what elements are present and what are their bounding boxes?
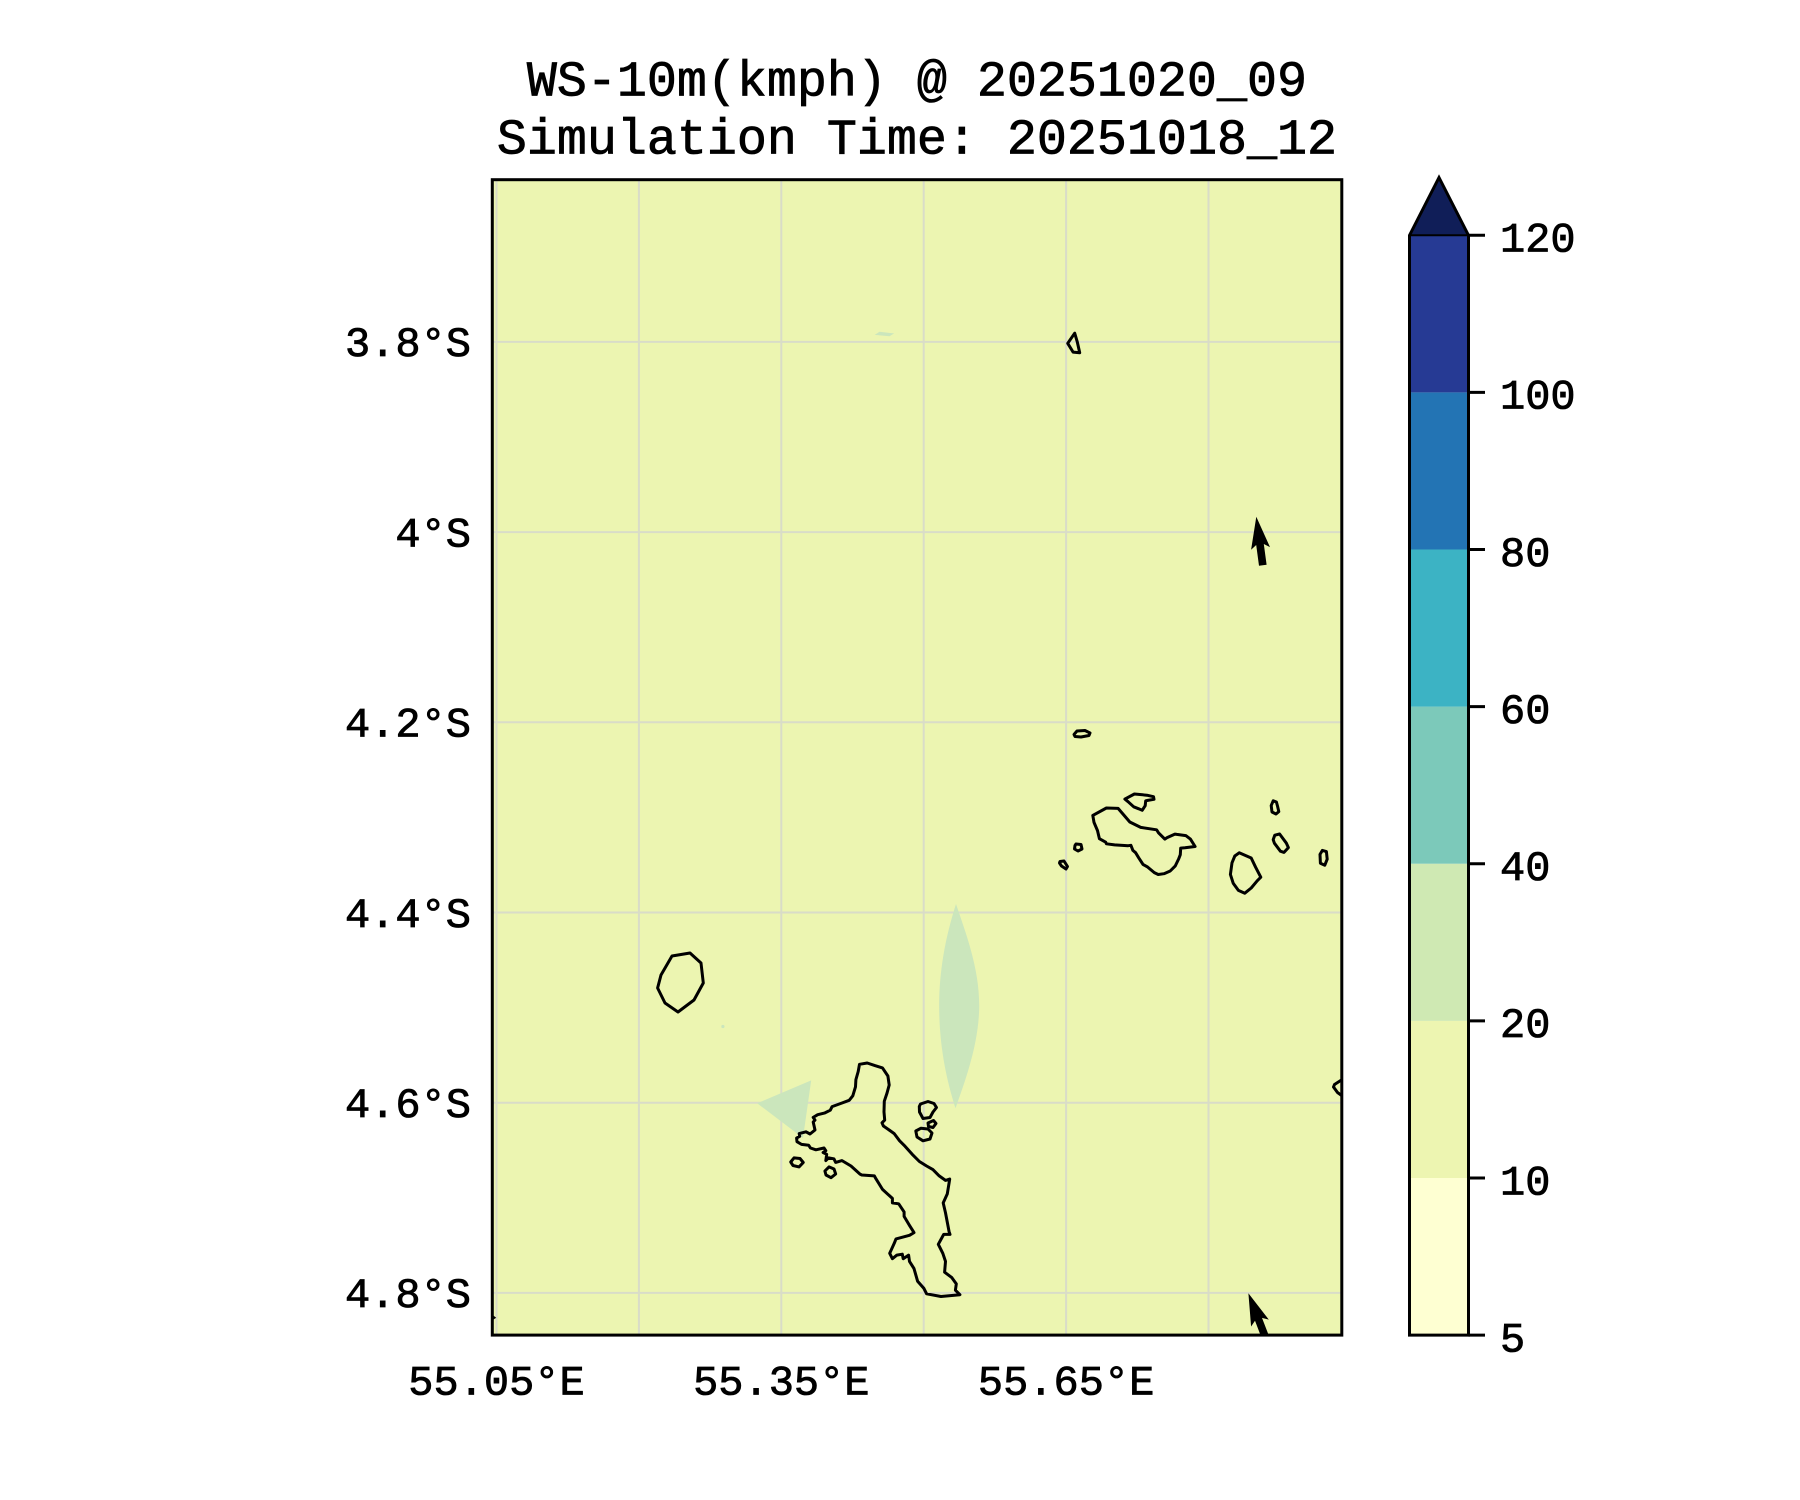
svg-text:5: 5 — [1500, 1316, 1525, 1364]
svg-text:4.8°S: 4.8°S — [345, 1272, 471, 1320]
svg-text:4.2°S: 4.2°S — [345, 702, 471, 750]
svg-text:55.65°E: 55.65°E — [978, 1359, 1154, 1407]
svg-text:Simulation Time: 20251018_12: Simulation Time: 20251018_12 — [497, 112, 1337, 169]
svg-text:80: 80 — [1500, 531, 1550, 579]
svg-text:100: 100 — [1500, 374, 1576, 422]
svg-text:120: 120 — [1500, 217, 1576, 265]
svg-text:10: 10 — [1500, 1159, 1550, 1207]
svg-text:3.8°S: 3.8°S — [345, 321, 471, 369]
svg-text:60: 60 — [1500, 688, 1550, 736]
svg-text:WS-10m(kmph) @ 20251020_09: WS-10m(kmph) @ 20251020_09 — [527, 55, 1307, 112]
svg-text:20: 20 — [1500, 1002, 1550, 1050]
svg-text:55.35°E: 55.35°E — [693, 1359, 869, 1407]
svg-text:55.05°E: 55.05°E — [408, 1359, 584, 1407]
svg-text:4°S: 4°S — [395, 511, 471, 559]
svg-text:40: 40 — [1500, 845, 1550, 893]
svg-text:4.6°S: 4.6°S — [345, 1082, 471, 1130]
svg-text:4.4°S: 4.4°S — [345, 892, 471, 940]
